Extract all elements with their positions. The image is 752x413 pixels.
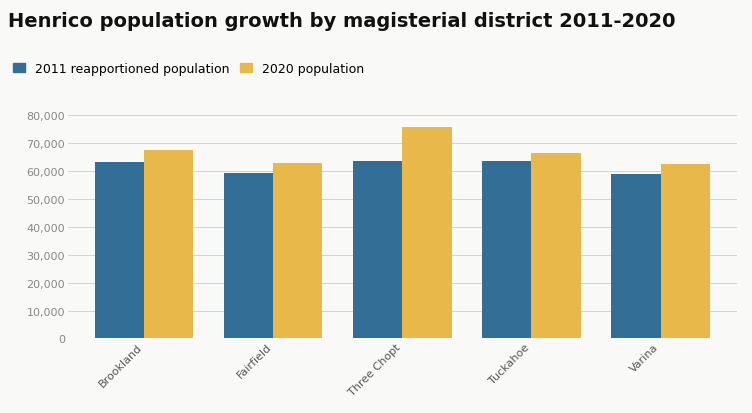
Bar — [611, 174, 661, 339]
Bar — [661, 164, 710, 339]
Bar — [224, 173, 273, 339]
Legend: 2011 reapportioned population, 2020 population: 2011 reapportioned population, 2020 popu… — [8, 58, 369, 81]
Bar — [353, 161, 402, 339]
Bar — [402, 128, 452, 339]
Bar — [532, 153, 581, 339]
Bar — [144, 151, 193, 339]
Text: Henrico population growth by magisterial district 2011-2020: Henrico population growth by magisterial… — [8, 12, 675, 31]
Bar — [482, 161, 532, 339]
Bar — [273, 163, 323, 339]
Bar — [95, 163, 144, 339]
